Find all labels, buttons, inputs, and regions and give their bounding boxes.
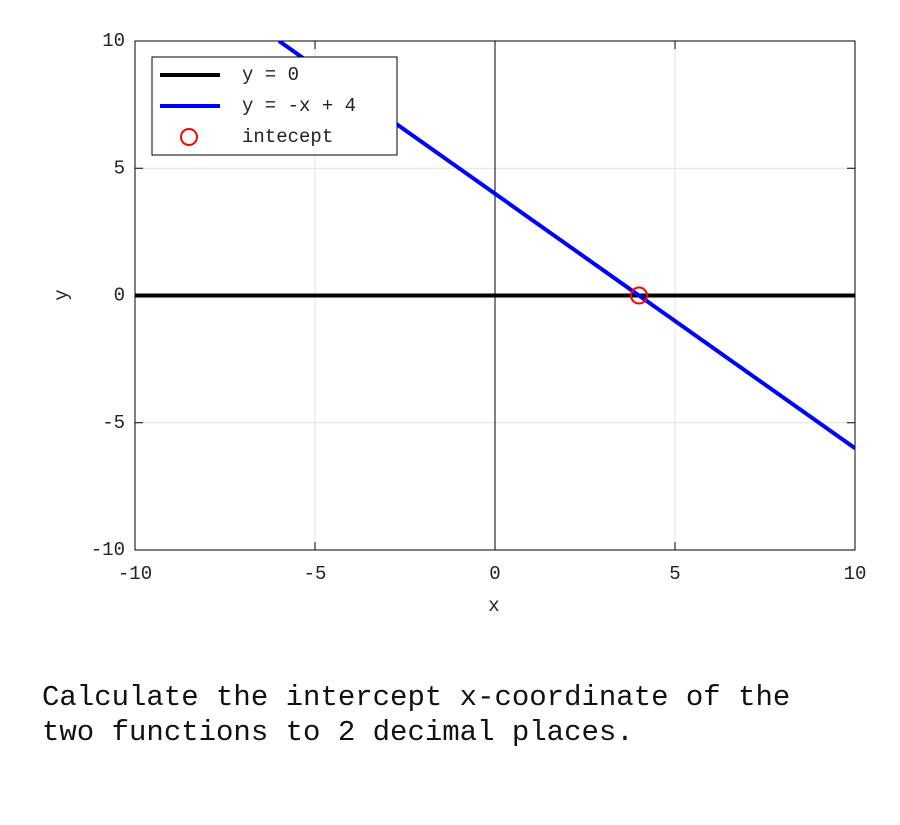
x-tick-label: 10 bbox=[844, 563, 867, 585]
y-tick-label: 5 bbox=[114, 157, 125, 179]
question: Calculate the intercept x-coordinate of … bbox=[42, 681, 791, 749]
x-axis-label: x bbox=[488, 595, 499, 617]
legend-label: intecept bbox=[242, 126, 333, 148]
legend-marker bbox=[180, 128, 198, 146]
y-tick-label: 10 bbox=[102, 30, 125, 52]
x-tick-label: -10 bbox=[118, 563, 152, 585]
legend-label: y = -x + 4 bbox=[242, 95, 356, 117]
y-tick-label: 0 bbox=[114, 285, 125, 307]
x-tick-label: 5 bbox=[669, 563, 680, 585]
x-tick-label: -5 bbox=[304, 563, 327, 585]
x-tick-label: 0 bbox=[489, 563, 500, 585]
intercept-marker bbox=[630, 286, 648, 305]
y-tick-label: -5 bbox=[102, 412, 125, 434]
y-axis-label: y bbox=[51, 289, 73, 300]
chart: x y -10 -5 0 5 10 -10 -5 0 5 10 y = 0 y = -x + 4 int… bbox=[51, 30, 867, 617]
y-tick-label: -10 bbox=[91, 539, 125, 561]
legend-label: y = 0 bbox=[242, 64, 299, 86]
